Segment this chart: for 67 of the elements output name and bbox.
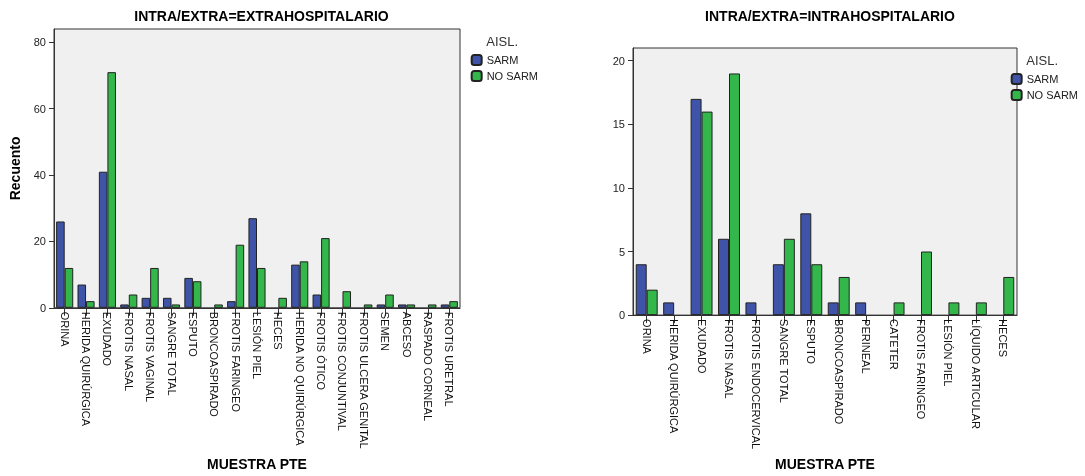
x-tick-label: FROTIS FARINGEO [915, 319, 927, 420]
x-tick-label: RASPADO CORNEAL [421, 311, 434, 421]
x-tick-label: ORINA [640, 319, 653, 355]
bar [278, 297, 287, 308]
y-tick-label: 60 [33, 102, 46, 115]
x-tick-label: LÍQUIDO ARTICULAR [969, 319, 982, 429]
x-tick-label: FROTIS URETRAL [443, 311, 456, 407]
y-tick-label: 15 [612, 118, 625, 131]
legend-title: AISL. [1026, 53, 1058, 68]
bar [1003, 276, 1015, 316]
x-tick-label: LESIÓN PIEL [942, 319, 955, 387]
bar [342, 291, 352, 308]
bar [427, 304, 437, 308]
y-tick-label: 5 [618, 245, 625, 258]
x-tick-label: ABCESO [400, 311, 413, 359]
x-tick-label: ESPUTO [805, 319, 818, 365]
y-axis-title: Recuento [7, 136, 23, 201]
bar [363, 304, 373, 308]
x-tick-label: BRONCOASPIRADO [832, 319, 845, 425]
y-tick-label: 20 [33, 235, 46, 248]
x-tick-label: SANGRE TOTAL [165, 311, 178, 396]
x-tick-label: FROTIS ULCERA GENITAL [357, 311, 370, 449]
y-tick-label: 40 [33, 169, 46, 182]
x-tick-label: HERIDA QUIRÚRGICA [80, 311, 93, 427]
y-tick-label: 0 [618, 309, 625, 322]
legend-label: NO SARM [1026, 89, 1079, 101]
x-tick-label: ESPUTO [186, 311, 199, 358]
x-tick-label: HERIDA NO QUIRÚRGICA [293, 311, 306, 447]
bar [855, 302, 867, 316]
bar [948, 302, 960, 316]
x-tick-label: SANGRE TOTAL [777, 319, 790, 403]
x-axis-title: MUESTRA PTE [207, 456, 307, 472]
y-tick-label: 0 [39, 301, 46, 314]
legend-label: SARM [486, 54, 519, 66]
x-tick-label: FROTIS NASAL [723, 319, 735, 399]
x-tick-label: LESIÓN PIEL [251, 311, 263, 380]
bar [975, 302, 987, 316]
x-tick-label: HECES [272, 311, 285, 350]
x-tick-label: BRONCOASPIRADO [208, 311, 221, 418]
x-tick-label: FROTIS NASAL [122, 311, 135, 392]
x-tick-label: EXUDADO [695, 319, 708, 374]
x-tick-label: PERINEAL [860, 319, 873, 374]
bar [893, 302, 905, 316]
x-tick-label: FROTIS CONJUNTIVAL [336, 311, 349, 431]
x-tick-label: FROTIS VAGINAL [144, 311, 157, 403]
x-tick-label: CATETER [887, 319, 900, 370]
bar [745, 302, 757, 316]
bar [663, 302, 675, 316]
x-tick-label: HECES [997, 319, 1010, 358]
x-tick-label: HERIDA QUIRÚRGICA [668, 319, 681, 435]
x-tick-label: FROTIS ÓTICO [315, 311, 328, 391]
y-tick-label: 20 [612, 54, 625, 67]
bar [214, 304, 223, 308]
legend-label: NO SARM [486, 70, 539, 82]
legend-title: AISL. [486, 34, 518, 49]
bar [921, 251, 932, 316]
x-tick-label: EXUDADO [101, 311, 114, 367]
x-tick-label: FROTIS FARINGEO [229, 311, 242, 413]
y-tick-label: 10 [612, 181, 625, 194]
legend-label: SARM [1026, 73, 1059, 85]
x-axis-title: MUESTRA PTE [775, 456, 875, 472]
chart-title: INTRA/EXTRA=EXTRAHOSPITALARIO [134, 8, 389, 24]
y-tick-label: 80 [33, 36, 46, 49]
chart-title: INTRA/EXTRA=INTRAHOSPITALARIO [705, 8, 955, 24]
x-tick-label: SEMEN [379, 311, 392, 351]
x-tick-label: ORINA [58, 311, 71, 348]
x-tick-label: FROTIS ENDOCERVICAL [750, 319, 763, 450]
